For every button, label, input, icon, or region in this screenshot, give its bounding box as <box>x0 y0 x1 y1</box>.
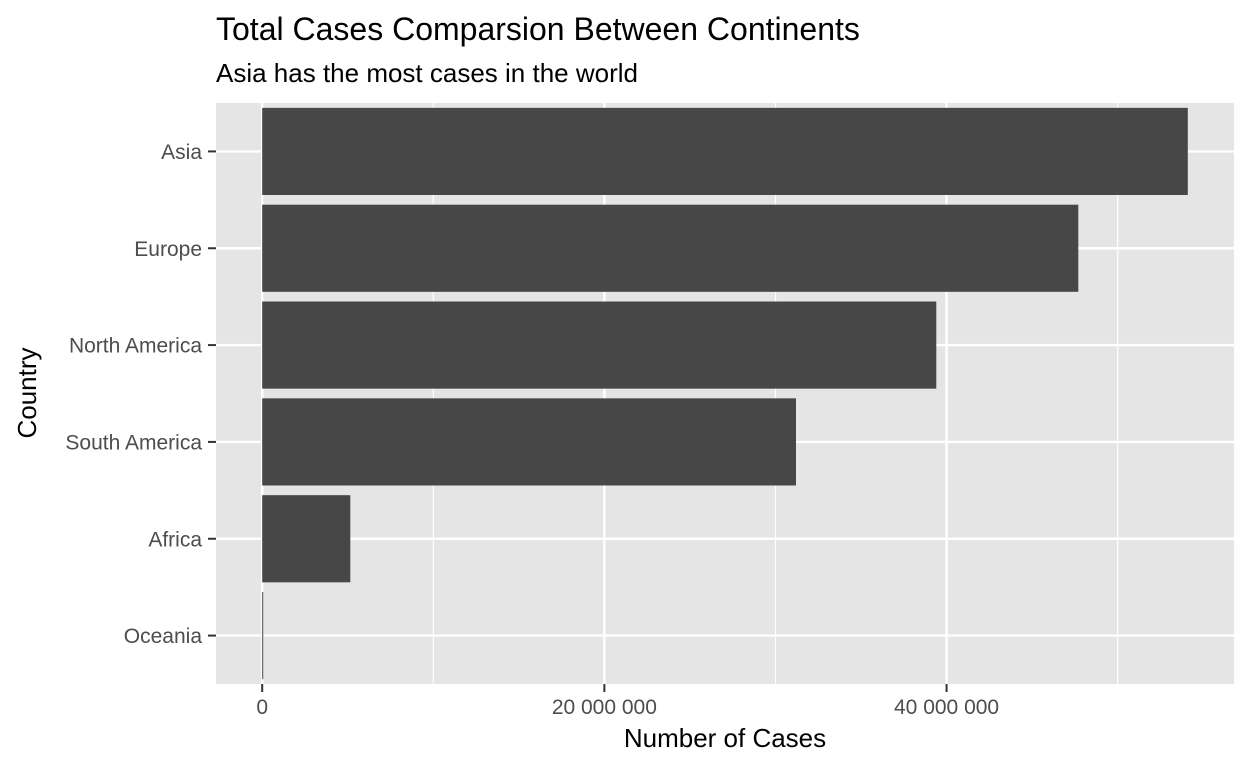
x-tick-label: 20 000 000 <box>552 696 657 719</box>
bar <box>262 301 937 389</box>
bar <box>262 592 264 680</box>
bar <box>262 398 797 486</box>
bars <box>262 107 1188 680</box>
y-tick-label: Europe <box>134 238 202 261</box>
bar <box>262 107 1188 195</box>
y-tick-label: Africa <box>148 528 202 551</box>
x-axis: 0 20 000 000 40 000 000 <box>256 684 999 719</box>
bar <box>262 204 1079 292</box>
y-tick-label: South America <box>65 431 202 454</box>
minor-gridlines <box>432 103 1119 684</box>
x-axis-title: Number of Cases <box>624 723 826 753</box>
y-tick-label: Oceania <box>124 625 203 648</box>
y-tick-label: North America <box>69 335 202 358</box>
plot-panel <box>216 103 1234 684</box>
y-axis-title: Country <box>12 347 42 438</box>
bar <box>262 495 351 583</box>
chart-title: Total Cases Comparsion Between Continent… <box>216 11 860 47</box>
x-tick-label: 0 <box>256 696 268 719</box>
y-tick-label: Asia <box>161 141 202 164</box>
chart-subtitle: Asia has the most cases in the world <box>216 58 638 88</box>
x-tick-label: 40 000 000 <box>894 696 999 719</box>
y-axis: Asia Europe North America South America Afri… <box>65 141 216 648</box>
